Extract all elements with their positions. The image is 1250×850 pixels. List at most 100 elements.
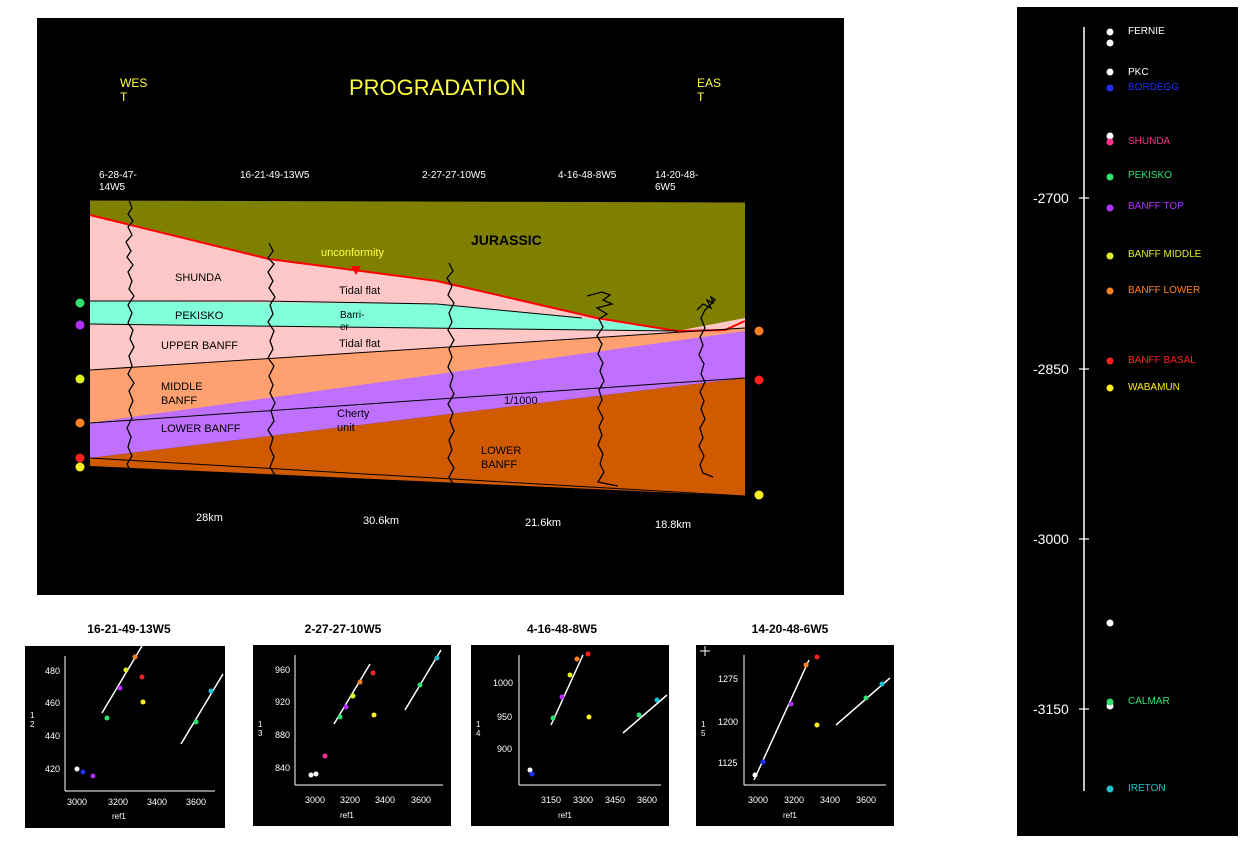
plot-3-svg [518, 651, 668, 786]
unit-label-tidal-flat-lower: Tidal flat [339, 338, 381, 350]
pick-dot-banff-lower [75, 418, 85, 428]
plot-2-xtick: 3200 [340, 795, 361, 805]
upper-banff-unit [90, 318, 745, 370]
unit-label-tidal-flat-upper: Tidal flat [339, 285, 381, 297]
plot-4-ylabel: 1 5 [701, 720, 706, 738]
plot-1: 480 460 440 420 1 2 3000 3200 3400 3600 … [25, 646, 225, 828]
plot-3: 1000 950 900 1 4 3150 3300 3450 3600 ref… [471, 645, 669, 826]
plot-2: 960 920 880 840 1 3 3000 3200 3400 3600 … [253, 645, 451, 826]
plot-4-xtick: 3400 [820, 795, 841, 805]
plot-2-ytick: 960 [275, 665, 291, 675]
well-label-4: 4-16-48-8W5 [558, 170, 617, 181]
plot-3-ytick: 900 [497, 744, 513, 754]
plot-1-svg [64, 646, 224, 792]
plot-1-ytick: 480 [45, 666, 61, 676]
pick-dot-banff-basal [75, 453, 85, 463]
legend-label-bordegg: BORDEGG [1128, 82, 1180, 93]
east-label: EAS T [697, 76, 722, 104]
plot-3-xtick: 3300 [573, 795, 594, 805]
well-log-2 [267, 242, 277, 525]
legend-label-banff-middle: BANFF MIDDLE [1128, 249, 1202, 260]
distance-label-1: 28km [196, 512, 223, 524]
unit-label-pekisko: PEKISKO [175, 310, 224, 322]
unit-label-lower-banff-left: LOWER BANFF [161, 423, 241, 435]
unit-label-barrier: Barri- er [340, 310, 365, 333]
plot-1-ytick: 440 [45, 731, 61, 741]
legend-label-wabamun: WABAMUN [1128, 382, 1180, 393]
plot-2-xtick: 3400 [375, 795, 396, 805]
plot-1-xtick: 3600 [186, 797, 207, 807]
pick-dot-pekisko [75, 298, 85, 308]
legend-axis [1079, 27, 1114, 793]
plot-1-ylabel: 1 2 [30, 711, 35, 729]
plot-1-xtick: 3000 [67, 797, 88, 807]
plot-3-title: 4-16-48-8W5 [526, 622, 598, 636]
well-label-1: 6-28-47- 14W5 [99, 170, 137, 193]
plot-1-xtick: 3200 [108, 797, 129, 807]
plot-4-ytick: 1200 [718, 717, 739, 727]
jurassic-unit [90, 200, 745, 331]
plot-3-ytick: 950 [497, 712, 513, 722]
plot-2-ytick: 920 [275, 697, 291, 707]
plot-4: 1275 1200 1125 1 5 3000 3200 3400 3600 r… [696, 645, 894, 826]
plot-1-xtick: 3400 [147, 797, 168, 807]
plot-4-title: 14-20-48-6W5 [751, 622, 829, 636]
pick-dot-right-wabamun [754, 490, 764, 500]
pick-dot-right-banff-basal [754, 375, 764, 385]
plot-3-xtick: 3600 [637, 795, 658, 805]
plot-1-ytick: 460 [45, 698, 61, 708]
pekisko-unit [90, 301, 677, 331]
unit-label-cherty: Cherty unit [337, 408, 370, 434]
pick-dot-banff-middle [75, 374, 85, 384]
legend-label-banff-top: BANFF TOP [1128, 201, 1184, 212]
plot-2-xtick: 3000 [305, 795, 326, 805]
unconformity-arrow [351, 266, 361, 275]
plot-3-xtick: 3150 [541, 795, 562, 805]
plot-2-xlabel: ref1 [340, 811, 354, 820]
plot-3-ytick: 1000 [493, 678, 514, 688]
plot-4-xtick: 3200 [784, 795, 805, 805]
plot-2-title: 2-27-27-10W5 [304, 622, 382, 636]
cross-section-panel: PROGRADATION WES T EAS T 6-28-47- 14W5 1… [37, 18, 844, 595]
well-label-3: 2-27-27-10W5 [422, 170, 486, 181]
distance-label-4: 18.8km [655, 519, 692, 531]
legend-label-banff-lower: BANFF LOWER [1128, 285, 1201, 296]
plot-4-ytick: 1275 [718, 674, 739, 684]
pick-dot-wabamun [75, 462, 85, 472]
plot-1-title: 16-21-49-13W5 [87, 622, 171, 636]
pick-dot-banff-top [75, 320, 85, 330]
plot-4-svg [700, 646, 891, 786]
depth-tick--3000: -3000 [1033, 531, 1069, 547]
plot-1-ytick: 420 [45, 764, 61, 774]
depth-tick--3150: -3150 [1033, 701, 1069, 717]
legend-label-pkc: PKC [1128, 67, 1149, 78]
unit-label-unconformity: unconformity [321, 247, 384, 259]
middle-banff-unit [90, 328, 745, 423]
plot-4-xtick: 3600 [856, 795, 877, 805]
cross-section-diagram [75, 199, 764, 525]
depth-tick--2850: -2850 [1033, 361, 1069, 377]
plot-1-xlabel: ref1 [112, 812, 126, 821]
well-log-5 [696, 295, 716, 478]
plot-3-xlabel: ref1 [558, 811, 572, 820]
plot-2-ylabel: 1 3 [258, 720, 263, 738]
well-log-4 [586, 291, 619, 487]
legend-label-fernie: FERNIE [1128, 26, 1165, 37]
plot-4-xlabel: ref1 [783, 811, 797, 820]
unit-label-lower-banff-right: LOWER BANFF [481, 445, 522, 471]
distance-label-2: 30.6km [363, 515, 400, 527]
well-log-1 [125, 199, 135, 506]
plot-4-xtick: 3000 [748, 795, 769, 805]
well-label-5: 14-20-48- 6W5 [655, 170, 699, 193]
unit-label-middle-banff: MIDDLE BANFF [161, 381, 203, 407]
depth-tick--2700: -2700 [1033, 190, 1069, 206]
shunda-unit [90, 214, 677, 331]
plot-3-ylabel: 1 4 [476, 720, 481, 738]
plot-2-xtick: 3600 [411, 795, 432, 805]
pick-dot-right-banff-lower [754, 326, 764, 336]
unit-label-shunda: SHUNDA [175, 272, 222, 284]
distance-label-3: 21.6km [525, 517, 562, 529]
well-log-3 [446, 262, 472, 509]
legend-label-banff-basal: BANFF BASAL [1128, 355, 1196, 366]
unit-label-upper-banff: UPPER BANFF [161, 340, 239, 352]
